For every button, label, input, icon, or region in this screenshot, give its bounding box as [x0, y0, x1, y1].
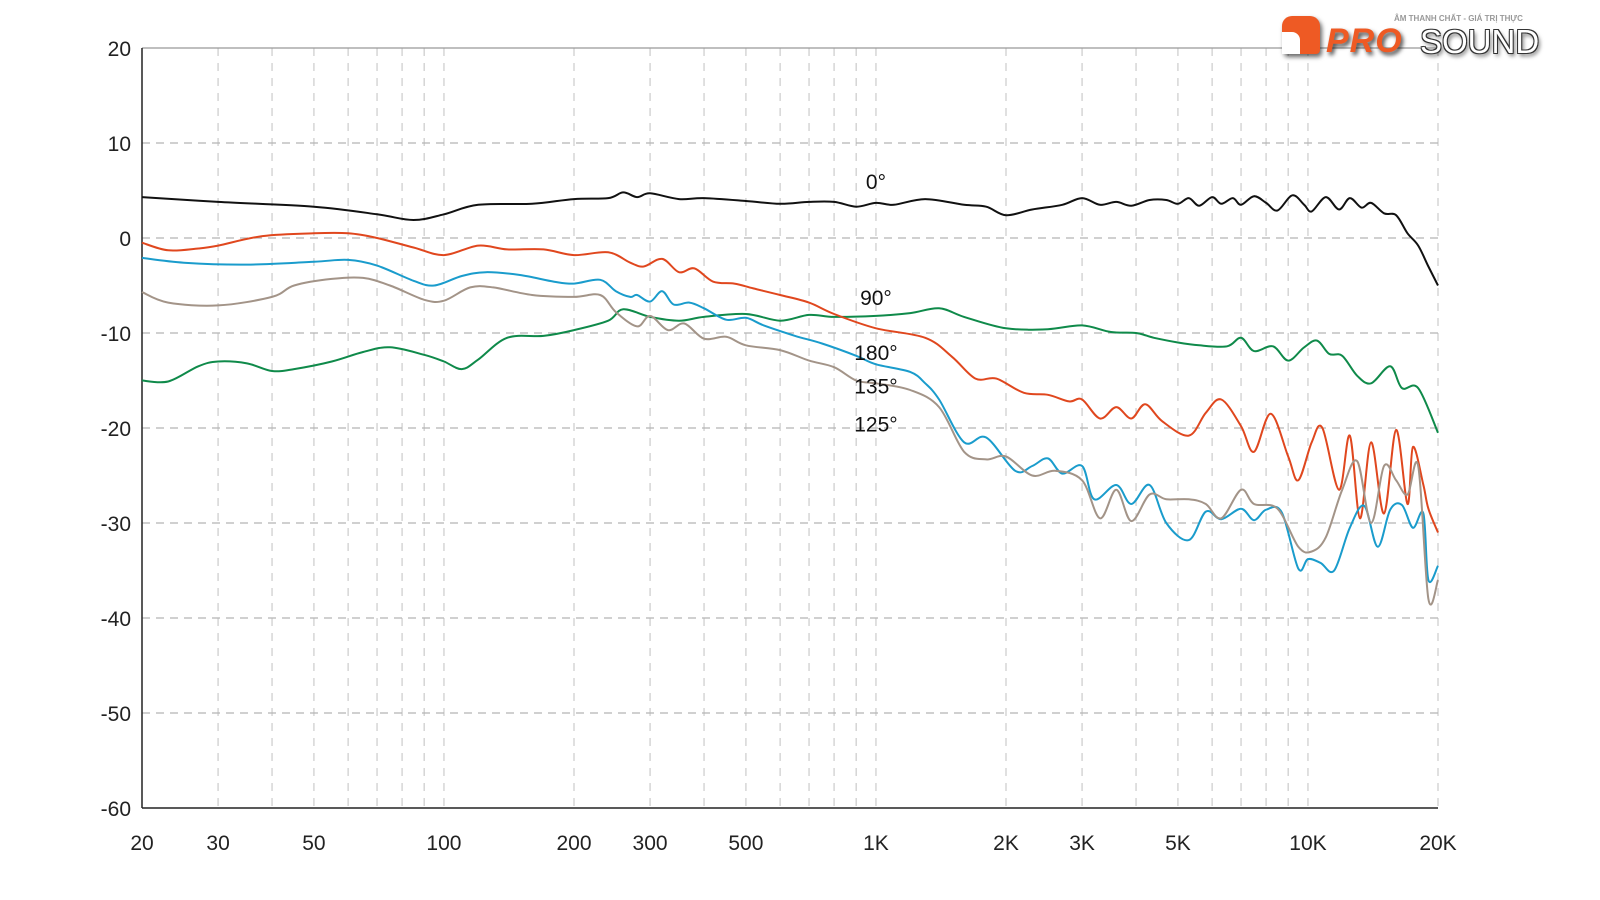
x-tick-label: 200 [556, 832, 591, 855]
x-tick-label: 100 [426, 832, 461, 855]
y-tick-label: 10 [108, 133, 131, 156]
series-label: 0° [866, 171, 886, 194]
x-tick-label: 1K [863, 832, 889, 855]
y-tick-label: 20 [108, 38, 131, 61]
series-label: 135° [854, 375, 897, 398]
series-labels: 0° 90° 180° 135° 125° [854, 171, 897, 436]
prosound-logo: ÂM THANH CHẤT - GIÁ TRỊ THỰC PRO SOUND [1282, 14, 1544, 60]
series-label: 180° [854, 342, 897, 365]
logo-tagline: ÂM THANH CHẤT - GIÁ TRỊ THỰC [1394, 14, 1523, 23]
series-group [141, 191, 1439, 606]
series-line-135deg [141, 256, 1439, 583]
y-tick-label: -20 [101, 418, 131, 441]
x-tick-label: 20K [1419, 832, 1456, 855]
logo-pro: PRO [1326, 22, 1403, 60]
x-tick-label: 20 [130, 832, 153, 855]
x-tick-label: 300 [633, 832, 668, 855]
series-line-0deg [141, 191, 1439, 286]
x-tick-label: 50 [302, 832, 325, 855]
axes [141, 48, 1438, 809]
x-tick-label: 500 [728, 832, 763, 855]
x-tick-label: 2K [993, 832, 1019, 855]
x-tick-label: 10K [1289, 832, 1326, 855]
grid [142, 47, 1439, 808]
series-label: 90° [860, 287, 892, 310]
series-line-125deg [141, 276, 1439, 606]
y-tick-label: -30 [101, 513, 131, 536]
logo-sound: SOUND [1420, 23, 1540, 60]
logo-mark-icon [1282, 16, 1320, 54]
series-line-90deg [141, 307, 1439, 434]
y-tick-label: -60 [101, 798, 131, 821]
y-tick-label: 0 [119, 228, 131, 251]
series-line-180deg [141, 231, 1439, 533]
x-tick-label: 3K [1069, 832, 1095, 855]
x-tick-label: 5K [1165, 832, 1191, 855]
x-tick-label: 30 [206, 832, 229, 855]
y-tick-label: -10 [101, 323, 131, 346]
series-label: 125° [854, 413, 897, 436]
y-tick-label: -40 [101, 608, 131, 631]
y-tick-label: -50 [101, 703, 131, 726]
tick-labels: 20 30 50 100 200 300 500 1K 2K 3K 5K 10K 20K20100-10… [101, 38, 1457, 855]
